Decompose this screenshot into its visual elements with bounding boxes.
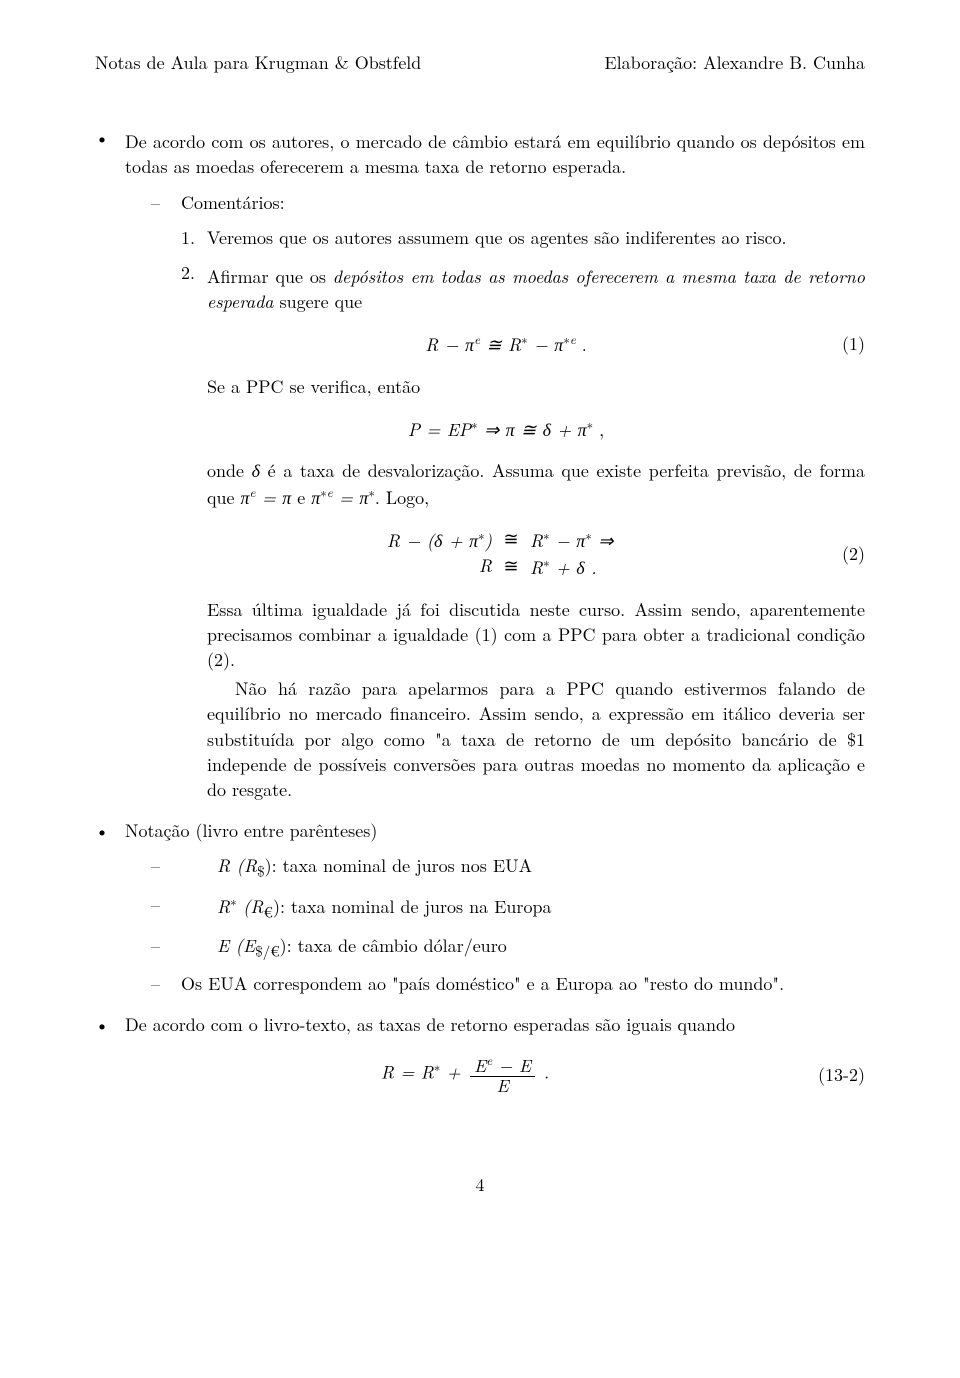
n2-intro-b: sugere que: [273, 289, 362, 314]
num-2-intro: Afirmar que os depósitos em todas as moe…: [207, 264, 865, 314]
n2-sup-star-e: ∗e: [320, 482, 332, 501]
dash-R: – R (R$): taxa nominal de juros nos EUA: [151, 853, 865, 882]
page-number: 4: [95, 1172, 865, 1197]
eq2-l2-lhs: R: [372, 553, 498, 580]
eq-ppc-a: P = EP: [408, 417, 471, 442]
eq2-l1-lhs: R − (δ + π: [387, 528, 478, 553]
eq2-l2-rhs-a: R: [530, 555, 543, 580]
d3-text: ): taxa de câmbio dólar/euro: [280, 933, 507, 958]
n2-intro-a: Afirmar que os: [207, 264, 333, 289]
equation-ppc: P = EP∗ ⇒ π ≅ δ + π∗ ,: [207, 415, 865, 442]
d1-text: ): taxa nominal de juros nos EUA: [265, 853, 533, 878]
eq2-l1-rhs-b: − π: [550, 528, 586, 553]
dash-mark-icon: –: [151, 971, 181, 996]
num-item-1: 1. Veremos que os autores assumem que os…: [181, 225, 865, 250]
bullet-3-text: De acordo com o livro-texto, as taxas de…: [125, 1012, 865, 1037]
dash-eua: – Os EUA correspondem ao "país doméstico…: [151, 971, 865, 996]
bullet-2: • Notação (livro entre parênteses) – R (…: [95, 818, 865, 996]
eq13-plus: +: [440, 1060, 467, 1085]
bullet-1: • De acordo com os autores, o mercado de…: [95, 125, 865, 802]
n2-pi-e: π: [241, 485, 250, 510]
eq1-a: R − π: [425, 332, 474, 357]
num-item-2: 2. Afirmar que os depósitos em todas as …: [181, 260, 865, 802]
d1-math-a: R: [217, 853, 237, 878]
comentarios-label: Comentários:: [181, 190, 865, 215]
d3-math-b: (E: [236, 933, 256, 958]
d1-math-b: (R: [237, 853, 257, 878]
eq1-star-e: ∗e: [563, 329, 575, 348]
dash-mark-icon: –: [151, 190, 181, 803]
eq1-end: .: [576, 332, 587, 357]
equation-13-2: R = R∗ + Ee − EE . (13-2): [125, 1053, 865, 1096]
bullet-dot-icon: •: [95, 125, 125, 802]
dash-E: – E (E$/€): taxa de câmbio dólar/euro: [151, 933, 865, 962]
d2-text: ): taxa nominal de juros na Europa: [273, 894, 552, 919]
bullet-dot-icon: •: [95, 818, 125, 996]
bullet-2-text: Notação (livro entre parênteses): [125, 818, 865, 843]
eq13-end: .: [538, 1060, 549, 1085]
eq2-l1-rhs-c: ⇒: [592, 528, 614, 553]
eq1-mid: ≅ R: [480, 332, 521, 357]
d2-math-a: R: [217, 894, 230, 919]
bullet-3: • De acordo com o livro-texto, as taxas …: [95, 1012, 865, 1112]
eq-ppc-b: ⇒ π ≅ δ + π: [478, 417, 587, 442]
d1-sub: $: [257, 861, 265, 882]
eq13-lhs: R = R: [381, 1060, 434, 1085]
n2-app-a: onde: [207, 458, 252, 483]
eq13-frac: Ee − EE: [470, 1053, 535, 1096]
d4-text: Os EUA correspondem ao "país doméstico" …: [181, 971, 865, 996]
d3-math-a: E: [217, 933, 236, 958]
eq2-tag: (2): [805, 541, 865, 566]
equation-2: R − (δ + π∗) ≅ R∗ − π∗ ⇒ R ≅ R∗ + δ .: [207, 526, 865, 580]
eq2-l2-rhs-b: + δ .: [550, 555, 597, 580]
header-right: Elaboração: Alexandre B. Cunha: [604, 50, 865, 75]
dash-mark-icon: –: [151, 933, 181, 962]
n2-app-delta: δ: [252, 458, 260, 483]
n2-para3: Não há razão para apelarmos para a PPC q…: [207, 676, 865, 802]
eq13-tag: (13-2): [805, 1062, 865, 1087]
n2-ppc: Se a PPC se verifica, então: [207, 374, 865, 399]
eq1-tag: (1): [805, 331, 865, 356]
dash-mark-icon: –: [151, 892, 181, 923]
num-1-text: Veremos que os autores assumem que os ag…: [207, 225, 865, 250]
dash-comentarios: – Comentários: 1. Veremos que os autores…: [151, 190, 865, 803]
n2-and: e: [291, 485, 311, 510]
num-1-label: 1.: [181, 225, 207, 250]
bullet-dot-icon: •: [95, 1012, 125, 1112]
n2-pi-star-e: π: [311, 485, 320, 510]
n2-logo: . Logo,: [375, 485, 429, 510]
eq-ppc-c: ,: [593, 417, 604, 442]
n2-para2: Essa última igualdade já foi discutida n…: [207, 597, 865, 673]
eq1-mid2: − π: [528, 332, 564, 357]
n2-eq: = π: [256, 485, 292, 510]
frac-den: E: [470, 1077, 535, 1096]
page-header: Notas de Aula para Krugman & Obstfeld El…: [95, 50, 865, 75]
eq2-l1-rhs-a: R: [530, 528, 543, 553]
eq2-l1-mid: ≅: [498, 526, 524, 553]
equation-1: R − πe ≅ R∗ − π∗e . (1): [207, 330, 865, 357]
eq2-l2-mid: ≅: [498, 553, 524, 580]
num-2-label: 2.: [181, 260, 207, 802]
frac-num-a: E: [474, 1053, 486, 1078]
n2-after-ppc: onde δ é a taxa de desvalorização. Assum…: [207, 458, 865, 510]
d2-math-b: (R: [237, 894, 264, 919]
header-left: Notas de Aula para Krugman & Obstfeld: [95, 50, 421, 75]
dash-Rstar: – R∗ (R€): taxa nominal de juros na Euro…: [151, 892, 865, 923]
n2-eq2: = π: [333, 485, 369, 510]
d2-sub: €: [264, 902, 273, 923]
dash-mark-icon: –: [151, 853, 181, 882]
bullet-1-text: De acordo com os autores, o mercado de c…: [125, 129, 865, 179]
eq2-l1-lhs-close: ): [485, 528, 492, 553]
d3-sub: $/€: [255, 940, 279, 961]
